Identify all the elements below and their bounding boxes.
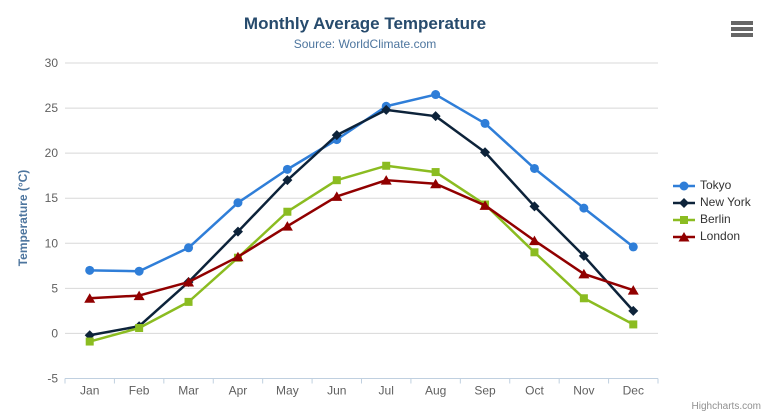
point-london-jul[interactable] xyxy=(380,175,392,185)
point-tokyo-dec[interactable] xyxy=(628,242,638,252)
x-axis-label: Feb xyxy=(129,384,150,398)
point-berlin-nov[interactable] xyxy=(579,294,588,303)
y-axis-label: 0 xyxy=(51,326,58,340)
point-london-jan[interactable] xyxy=(84,293,96,303)
legend-symbol-london[interactable] xyxy=(678,231,690,242)
legend-item-london[interactable]: London xyxy=(673,229,751,244)
point-berlin-jun[interactable] xyxy=(332,176,341,185)
legend-marker-circle-icon xyxy=(673,181,695,190)
point-london-nov[interactable] xyxy=(578,268,590,279)
point-tokyo-feb[interactable] xyxy=(134,266,144,276)
point-new-york-jul[interactable] xyxy=(381,104,392,115)
chart-title: Monthly Average Temperature xyxy=(243,14,487,33)
point-london-mar[interactable] xyxy=(183,277,195,287)
point-berlin-mar[interactable] xyxy=(184,297,193,306)
point-new-york-apr[interactable] xyxy=(232,226,243,237)
point-tokyo-nov[interactable] xyxy=(579,203,589,213)
legend-marker-triangle-icon xyxy=(673,231,695,242)
x-axis-label: Nov xyxy=(573,384,594,398)
x-axis-label: Oct xyxy=(525,384,544,398)
series-london xyxy=(84,175,639,303)
point-new-york-nov[interactable] xyxy=(578,250,589,261)
point-london-jun[interactable] xyxy=(331,191,343,201)
legend-label: Berlin xyxy=(700,212,731,226)
legend-item-berlin[interactable]: Berlin xyxy=(673,212,751,227)
point-tokyo-mar[interactable] xyxy=(184,243,194,253)
series-line-berlin[interactable] xyxy=(88,164,635,343)
credits-link[interactable]: Highcharts.com xyxy=(691,401,761,412)
x-axis-label: Jan xyxy=(80,384,99,398)
point-berlin-aug[interactable] xyxy=(431,168,440,177)
point-berlin-oct[interactable] xyxy=(530,248,539,257)
y-axis-label: -5 xyxy=(47,372,58,386)
series-tokyo xyxy=(85,90,638,276)
point-tokyo-apr[interactable] xyxy=(233,198,243,208)
point-london-sep[interactable] xyxy=(479,200,491,210)
legend-label: New York xyxy=(700,195,751,209)
legend-marker-diamond-icon xyxy=(673,197,695,208)
point-tokyo-oct[interactable] xyxy=(529,163,539,173)
point-tokyo-sep[interactable] xyxy=(480,118,490,128)
series-new-york xyxy=(84,104,639,341)
point-berlin-jan[interactable] xyxy=(85,337,94,346)
chart-subtitle: Source: WorldClimate.com xyxy=(293,37,437,51)
x-axis-label: May xyxy=(276,384,299,398)
hamburger-icon xyxy=(731,21,753,37)
point-new-york-jun[interactable] xyxy=(331,130,342,141)
point-new-york-sep[interactable] xyxy=(480,147,491,158)
legend-label: London xyxy=(700,229,741,243)
series-line-tokyo[interactable] xyxy=(88,93,635,273)
series-berlin xyxy=(85,161,638,346)
legend-symbol-new-york[interactable] xyxy=(679,197,689,208)
point-london-apr[interactable] xyxy=(232,251,244,262)
legend-label: Tokyo xyxy=(700,178,732,192)
point-london-aug[interactable] xyxy=(430,178,442,189)
x-axis-label: Sep xyxy=(474,384,496,398)
point-tokyo-aug[interactable] xyxy=(431,90,441,100)
x-axis-label: Jun xyxy=(327,384,346,398)
point-tokyo-jan[interactable] xyxy=(85,265,95,275)
context-menu-button[interactable] xyxy=(728,18,756,42)
point-berlin-feb[interactable] xyxy=(135,324,144,333)
y-axis-label: 5 xyxy=(51,281,58,295)
series-line-new-york[interactable] xyxy=(88,108,635,337)
point-berlin-dec[interactable] xyxy=(629,320,638,329)
legend-item-tokyo[interactable]: Tokyo xyxy=(673,178,751,193)
x-axis-label: Aug xyxy=(425,384,446,398)
point-london-feb[interactable] xyxy=(133,290,145,301)
legend-symbol-tokyo[interactable] xyxy=(679,181,689,190)
point-london-oct[interactable] xyxy=(528,235,540,246)
x-axis-label: Mar xyxy=(178,384,199,398)
point-new-york-dec[interactable] xyxy=(628,305,639,316)
y-axis-label: 10 xyxy=(45,236,59,250)
y-axis-label: 15 xyxy=(45,191,59,205)
point-new-york-oct[interactable] xyxy=(529,201,540,212)
point-tokyo-may[interactable] xyxy=(282,164,292,174)
y-axis-label: 30 xyxy=(45,56,59,70)
point-berlin-may[interactable] xyxy=(283,207,292,216)
legend: Tokyo New York Berlin London xyxy=(673,178,751,246)
point-london-may[interactable] xyxy=(281,221,293,231)
point-new-york-aug[interactable] xyxy=(430,111,441,122)
x-axis-label: Jul xyxy=(379,384,394,398)
legend-marker-square-icon xyxy=(673,215,695,224)
x-axis-label: Apr xyxy=(229,384,248,398)
point-london-dec[interactable] xyxy=(627,285,639,295)
point-berlin-jul[interactable] xyxy=(382,161,391,170)
point-new-york-may[interactable] xyxy=(282,175,293,186)
series-line-london[interactable] xyxy=(88,178,635,300)
y-axis-label: 20 xyxy=(45,146,59,160)
legend-item-new-york[interactable]: New York xyxy=(673,195,751,210)
x-axis-label: Dec xyxy=(623,384,644,398)
legend-symbol-berlin[interactable] xyxy=(680,215,688,224)
y-axis-label: 25 xyxy=(45,101,59,115)
